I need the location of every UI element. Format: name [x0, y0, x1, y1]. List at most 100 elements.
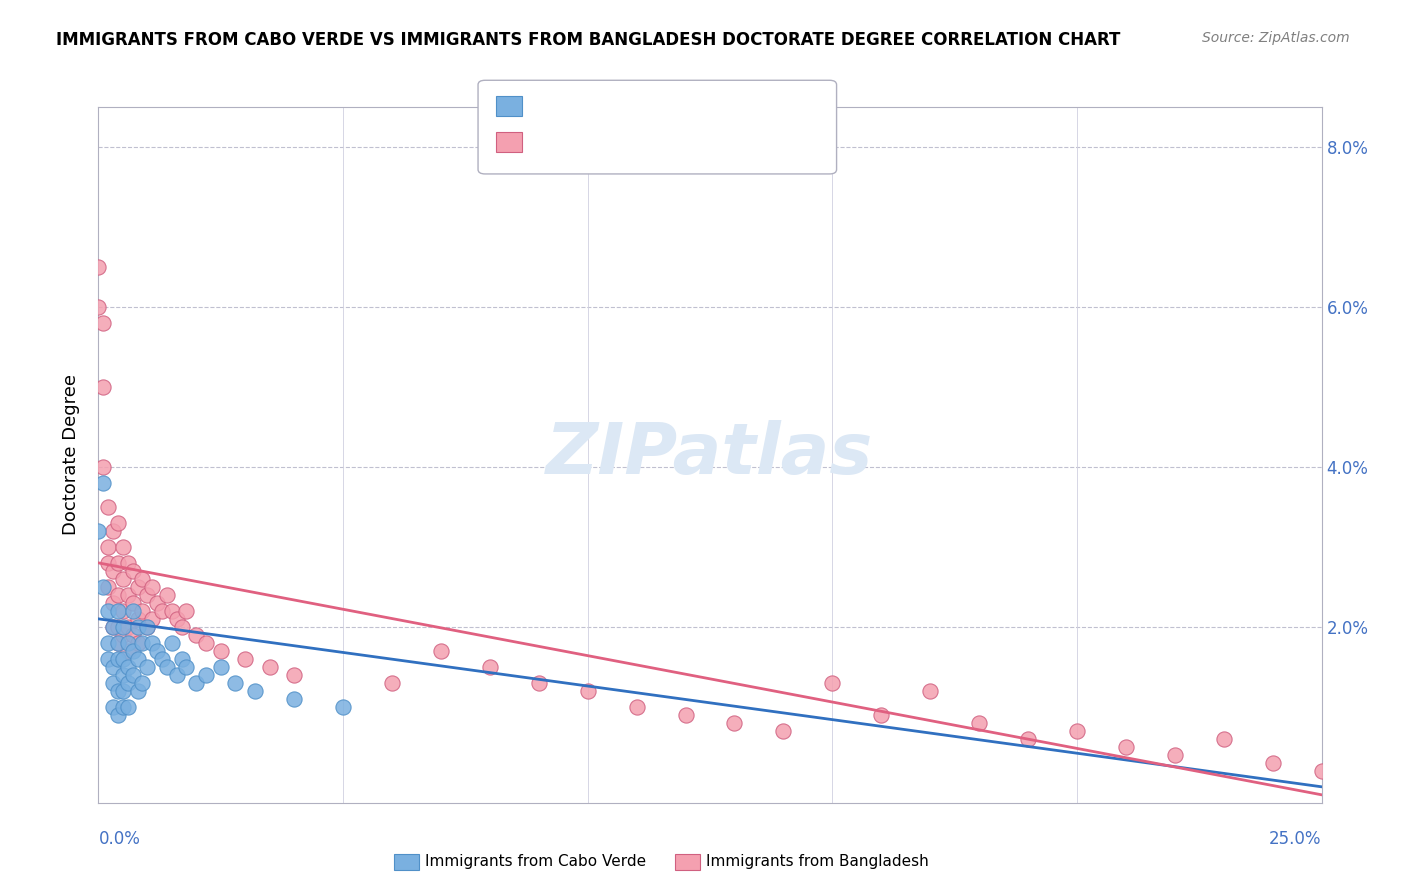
Point: [233, 652, 256, 666]
Point: [131, 604, 153, 618]
Point: [121, 628, 143, 642]
Point: [576, 683, 599, 698]
Point: [107, 636, 129, 650]
Point: [170, 620, 193, 634]
Point: [87, 524, 110, 538]
Point: [87, 260, 110, 274]
Point: [121, 604, 143, 618]
Point: [166, 668, 188, 682]
Point: [117, 699, 139, 714]
Point: [821, 676, 844, 690]
Point: [160, 604, 183, 618]
Point: [101, 620, 124, 634]
Point: [332, 699, 354, 714]
Point: [111, 572, 134, 586]
Point: [1066, 723, 1088, 738]
Point: [111, 620, 134, 634]
Point: [195, 668, 218, 682]
Point: [156, 660, 179, 674]
Point: [1164, 747, 1187, 762]
Point: [259, 660, 281, 674]
Point: [117, 556, 139, 570]
Point: [527, 676, 550, 690]
Point: [121, 668, 143, 682]
Point: [121, 644, 143, 658]
Point: [283, 691, 305, 706]
Point: [967, 715, 990, 730]
Point: [107, 652, 129, 666]
Point: [107, 556, 129, 570]
Point: [107, 604, 129, 618]
Point: [97, 556, 120, 570]
Text: ZIPatlas: ZIPatlas: [547, 420, 873, 490]
Point: [117, 644, 139, 658]
Point: [166, 612, 188, 626]
Point: [117, 620, 139, 634]
Text: 0.0%: 0.0%: [98, 830, 141, 847]
Point: [209, 660, 232, 674]
Point: [111, 683, 134, 698]
Point: [111, 540, 134, 554]
Point: [101, 524, 124, 538]
Point: [97, 580, 120, 594]
Point: [141, 580, 163, 594]
Y-axis label: Doctorate Degree: Doctorate Degree: [62, 375, 80, 535]
Point: [381, 676, 404, 690]
Text: Immigrants from Cabo Verde: Immigrants from Cabo Verde: [425, 855, 645, 869]
Point: [101, 699, 124, 714]
Point: [224, 676, 246, 690]
Point: [1310, 764, 1333, 778]
Point: [117, 588, 139, 602]
Point: [97, 636, 120, 650]
Point: [186, 628, 208, 642]
Text: 25.0%: 25.0%: [1270, 830, 1322, 847]
Point: [117, 676, 139, 690]
Point: [107, 620, 129, 634]
Point: [1017, 731, 1039, 746]
Point: [772, 723, 794, 738]
Point: [146, 644, 169, 658]
Point: [136, 588, 159, 602]
Point: [117, 636, 139, 650]
Point: [121, 596, 143, 610]
Point: [107, 683, 129, 698]
Text: Source: ZipAtlas.com: Source: ZipAtlas.com: [1202, 31, 1350, 45]
Text: Immigrants from Bangladesh: Immigrants from Bangladesh: [706, 855, 928, 869]
Point: [127, 652, 149, 666]
Point: [478, 660, 501, 674]
Point: [136, 620, 159, 634]
Point: [156, 588, 179, 602]
Point: [150, 652, 173, 666]
Point: [91, 380, 114, 394]
Point: [117, 660, 139, 674]
Point: [146, 596, 169, 610]
Point: [97, 500, 120, 514]
Point: [111, 668, 134, 682]
Point: [91, 580, 114, 594]
Text: R = -0.396  N = 49: R = -0.396 N = 49: [533, 101, 678, 116]
Point: [91, 316, 114, 330]
Point: [127, 636, 149, 650]
Point: [101, 596, 124, 610]
Point: [111, 604, 134, 618]
Point: [243, 683, 266, 698]
Point: [91, 475, 114, 490]
Point: [101, 564, 124, 578]
Point: [97, 540, 120, 554]
Point: [176, 660, 198, 674]
Point: [283, 668, 305, 682]
Point: [127, 612, 149, 626]
Point: [1261, 756, 1284, 770]
Point: [430, 644, 453, 658]
Point: [111, 699, 134, 714]
Point: [127, 620, 149, 634]
Point: [131, 572, 153, 586]
Point: [160, 636, 183, 650]
Point: [195, 636, 218, 650]
Point: [107, 516, 129, 530]
Point: [121, 564, 143, 578]
Point: [101, 620, 124, 634]
Point: [141, 636, 163, 650]
Point: [920, 683, 942, 698]
Point: [91, 459, 114, 474]
